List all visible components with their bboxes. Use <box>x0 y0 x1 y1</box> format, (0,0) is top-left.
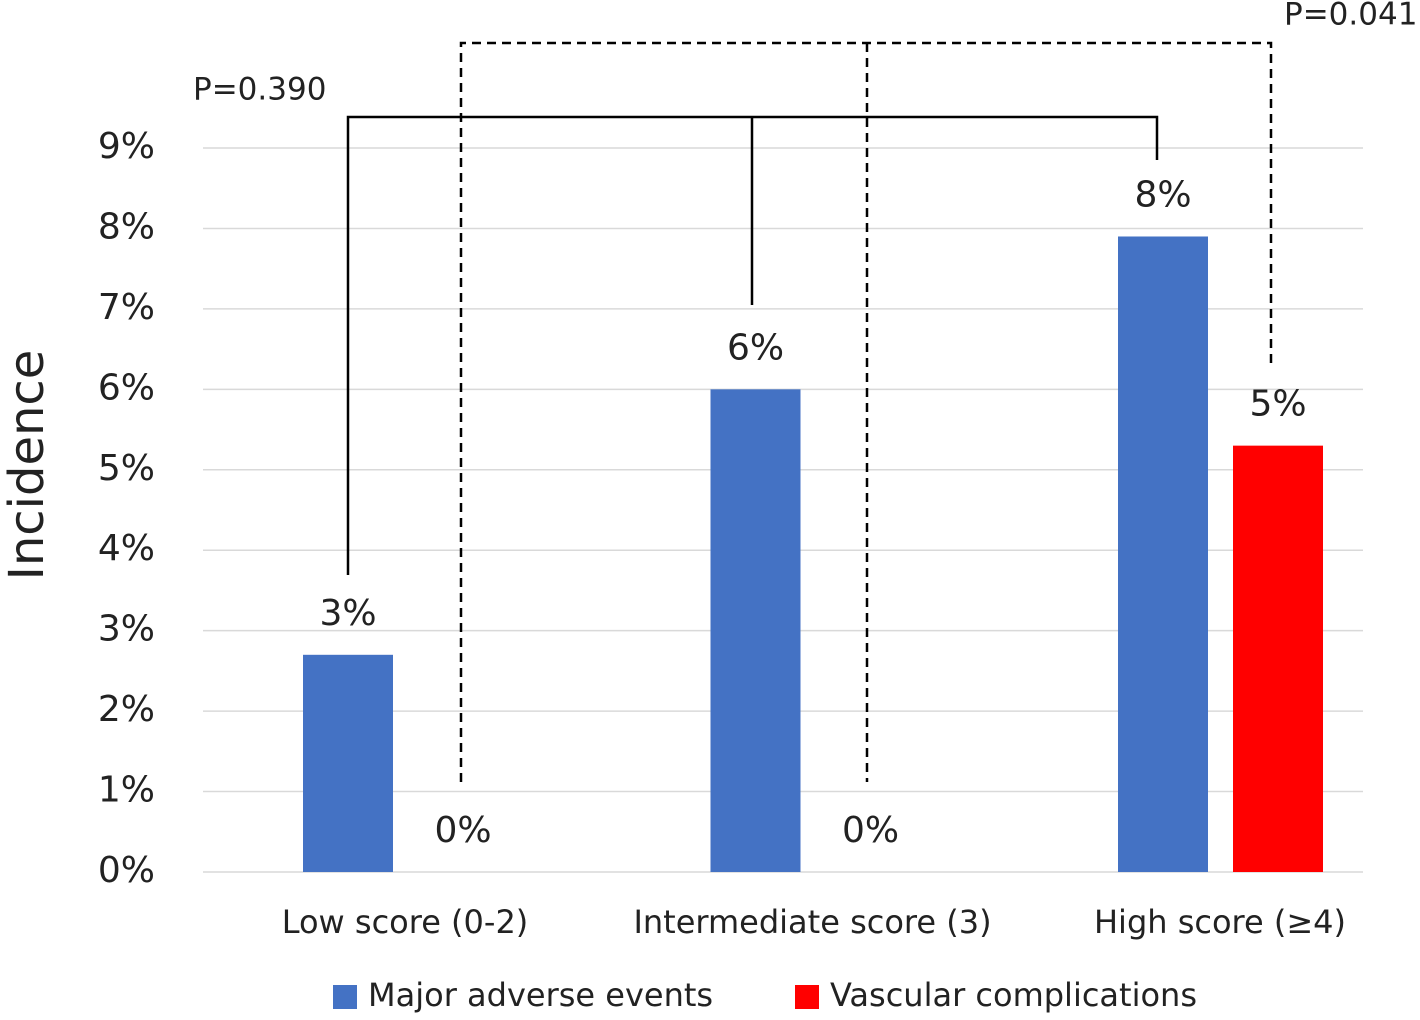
y-tick-label: 4% <box>98 528 155 569</box>
legend-swatch <box>795 985 819 1009</box>
y-tick-label: 2% <box>98 689 155 730</box>
bar <box>710 389 801 872</box>
value-label: 8% <box>1134 174 1191 215</box>
bar <box>303 654 393 872</box>
x-tick-label: Intermediate score (3) <box>633 903 991 941</box>
legend-swatch <box>333 985 357 1009</box>
y-tick-label: 8% <box>98 206 155 247</box>
p-value: P=0.390 <box>193 72 326 108</box>
y-tick-label: 0% <box>98 850 155 891</box>
legend-label: Vascular complications <box>830 976 1197 1014</box>
y-tick-label: 5% <box>98 448 155 489</box>
value-label: 0% <box>842 810 899 851</box>
y-tick-label: 6% <box>98 367 155 408</box>
x-tick-label: High score (≥4) <box>1094 903 1346 941</box>
y-tick-label: 9% <box>98 126 155 167</box>
bracket-solid <box>346 115 1159 575</box>
significance-brackets <box>346 41 1273 782</box>
bar <box>1233 445 1323 872</box>
value-label: 5% <box>1249 384 1306 425</box>
y-tick-label: 7% <box>98 287 155 328</box>
y-tick-label: 1% <box>98 770 155 811</box>
value-label: 0% <box>434 810 491 851</box>
value-label: 3% <box>319 593 376 634</box>
value-label: 6% <box>727 327 784 368</box>
legend-label: Major adverse events <box>368 976 713 1014</box>
bar <box>1118 236 1208 872</box>
y-tick-label: 3% <box>98 609 155 650</box>
y-axis-label: Incidence <box>0 350 55 581</box>
bracket-dashed <box>459 41 1273 782</box>
x-tick-label: Low score (0-2) <box>282 903 529 941</box>
p-value: P=0.041 <box>1284 0 1417 33</box>
